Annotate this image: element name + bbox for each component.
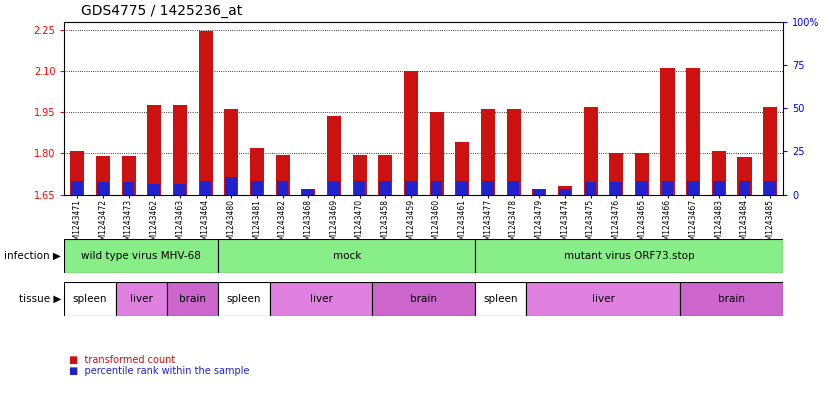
Text: mutant virus ORF73.stop: mutant virus ORF73.stop xyxy=(564,251,695,261)
Bar xyxy=(64,282,116,316)
Bar xyxy=(430,112,444,195)
Bar xyxy=(328,181,339,195)
Bar xyxy=(174,184,186,195)
Bar xyxy=(609,153,624,195)
Text: wild type virus MHV-68: wild type virus MHV-68 xyxy=(82,251,202,261)
Bar xyxy=(481,109,495,195)
Text: ■  transformed count: ■ transformed count xyxy=(69,354,175,365)
Bar xyxy=(218,239,475,273)
Bar xyxy=(475,282,526,316)
Bar xyxy=(662,181,673,195)
Bar xyxy=(224,109,239,195)
Bar xyxy=(457,181,468,195)
Text: brain: brain xyxy=(179,294,206,304)
Bar xyxy=(149,184,160,195)
Text: infection ▶: infection ▶ xyxy=(4,251,61,261)
Bar xyxy=(482,181,494,195)
Bar xyxy=(327,116,341,195)
Bar xyxy=(508,181,520,195)
Text: brain: brain xyxy=(719,294,745,304)
Bar xyxy=(378,155,392,195)
Text: spleen: spleen xyxy=(227,294,261,304)
Bar xyxy=(712,151,726,195)
Bar xyxy=(585,182,596,195)
Bar xyxy=(506,109,520,195)
Bar xyxy=(173,105,187,195)
Bar xyxy=(405,181,416,195)
Text: GDS4775 / 1425236_at: GDS4775 / 1425236_at xyxy=(81,4,242,18)
Bar xyxy=(661,68,675,195)
Bar xyxy=(526,282,681,316)
Bar xyxy=(64,239,218,273)
Bar xyxy=(225,177,237,195)
Bar xyxy=(276,155,290,195)
Bar xyxy=(353,155,367,195)
Text: spleen: spleen xyxy=(483,294,518,304)
Bar xyxy=(277,181,288,195)
Bar xyxy=(558,186,572,195)
Bar xyxy=(70,151,84,195)
Bar xyxy=(559,189,571,195)
Bar xyxy=(738,158,752,195)
Bar xyxy=(121,156,135,195)
Bar xyxy=(116,282,167,316)
Text: spleen: spleen xyxy=(73,294,107,304)
Bar xyxy=(583,107,598,195)
Bar xyxy=(532,189,546,195)
Bar xyxy=(251,181,263,195)
Bar xyxy=(763,107,777,195)
Bar xyxy=(218,282,270,316)
Bar xyxy=(270,282,373,316)
Bar xyxy=(610,182,622,195)
Bar xyxy=(302,189,314,195)
Bar xyxy=(123,182,135,195)
Text: liver: liver xyxy=(592,294,615,304)
Bar xyxy=(72,181,83,195)
Bar xyxy=(635,153,649,195)
Bar xyxy=(379,181,391,195)
Bar xyxy=(97,182,109,195)
Text: ■  percentile rank within the sample: ■ percentile rank within the sample xyxy=(69,366,249,376)
Bar xyxy=(301,189,316,195)
Text: mock: mock xyxy=(333,251,361,261)
Text: liver: liver xyxy=(310,294,333,304)
Bar xyxy=(713,181,724,195)
Bar xyxy=(636,181,648,195)
Text: tissue ▶: tissue ▶ xyxy=(19,294,61,304)
Bar xyxy=(686,68,700,195)
Bar xyxy=(738,181,750,195)
Bar xyxy=(475,239,783,273)
Bar xyxy=(431,181,443,195)
Text: liver: liver xyxy=(130,294,153,304)
Bar xyxy=(200,181,211,195)
Bar xyxy=(96,156,110,195)
Bar xyxy=(681,282,783,316)
Bar xyxy=(404,71,418,195)
Text: brain: brain xyxy=(411,294,437,304)
Bar xyxy=(534,189,545,195)
Bar xyxy=(167,282,218,316)
Bar xyxy=(249,148,264,195)
Bar xyxy=(764,181,776,195)
Bar xyxy=(354,181,365,195)
Bar xyxy=(147,105,161,195)
Bar xyxy=(198,31,212,195)
Bar xyxy=(455,142,469,195)
Bar xyxy=(373,282,475,316)
Bar xyxy=(687,181,699,195)
